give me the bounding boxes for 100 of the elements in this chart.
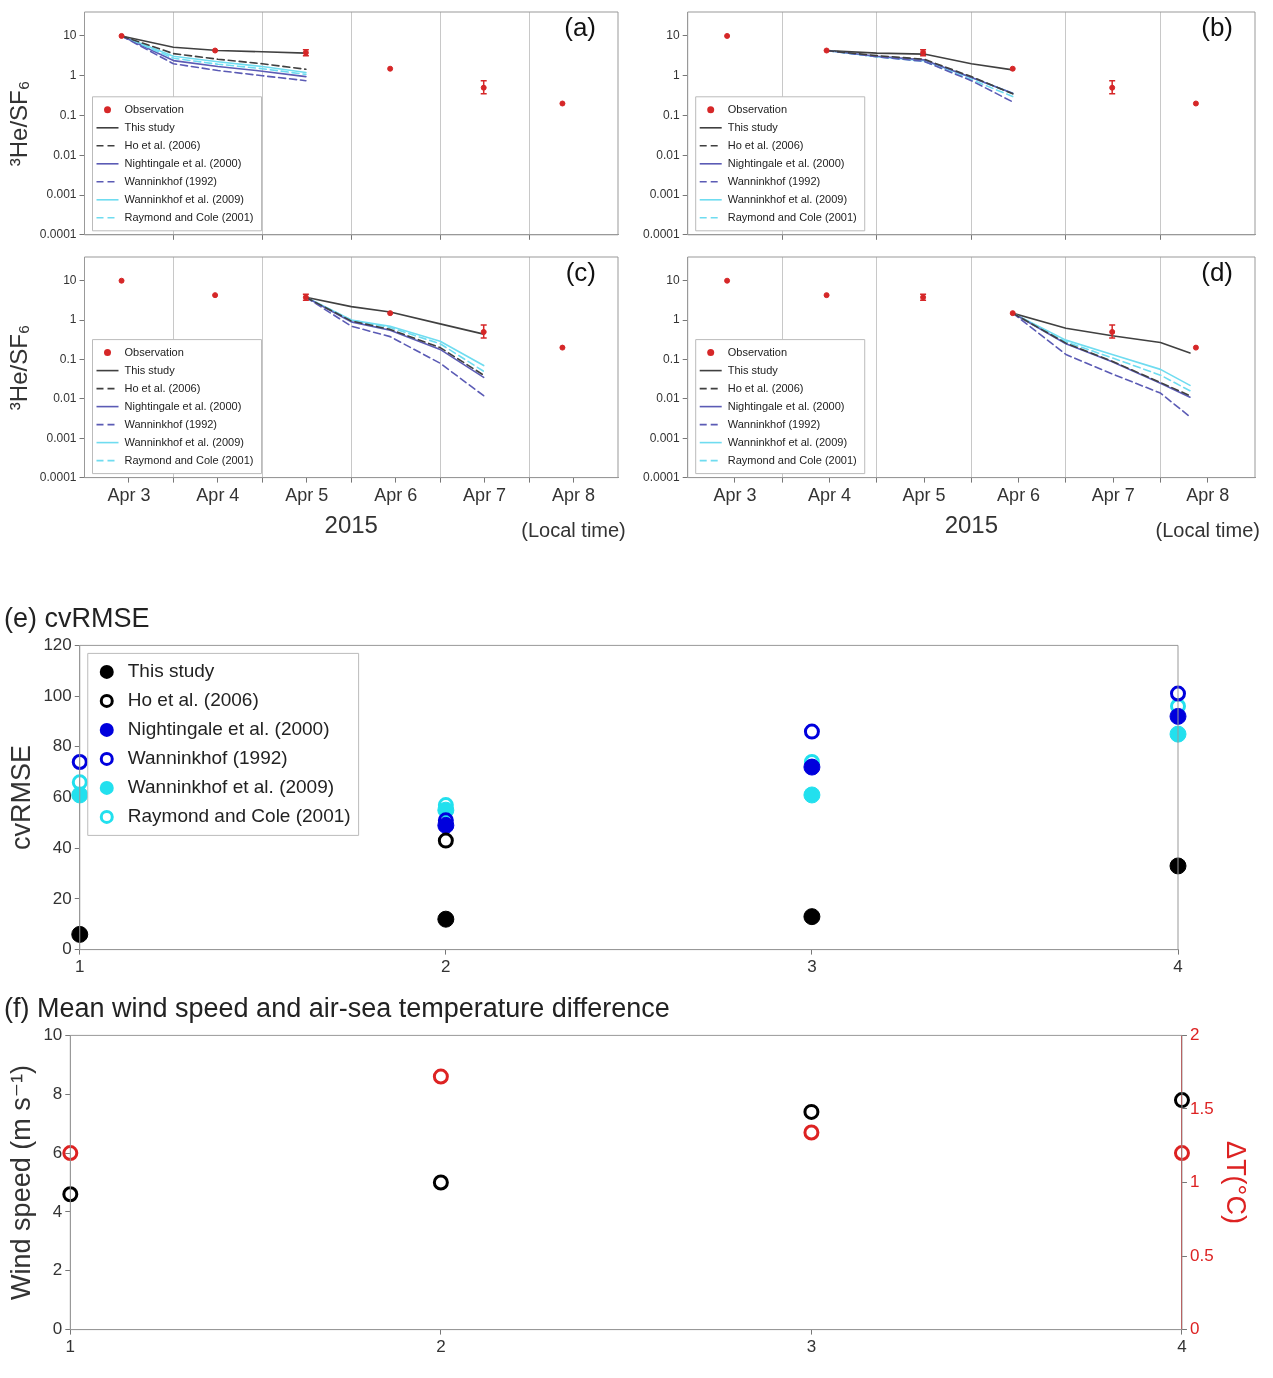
y-tick-label: 0.0001 <box>643 227 681 242</box>
legend-label: Raymond and Cole (2001) <box>124 453 254 466</box>
y-tick-label: 10 <box>63 28 77 43</box>
x-tick-label: Apr 7 <box>1091 485 1135 506</box>
y2-tick-label: 0 <box>1189 1319 1200 1339</box>
x-tick-label: Apr 6 <box>997 485 1041 506</box>
x-tick-label: Apr 5 <box>902 485 946 506</box>
legend-label: Wanninkhof et al. (2009) <box>727 435 848 448</box>
y-tick-label: 0.001 <box>649 187 681 202</box>
legend-label: Raymond and Cole (2001) <box>727 210 857 223</box>
x-tick-label: 4 <box>1177 1337 1187 1357</box>
chart-title: (c) <box>565 257 596 288</box>
legend-label: Wanninkhof (1992) <box>124 174 218 187</box>
y-axis-title: Wind speed (m s⁻¹) <box>5 1065 36 1300</box>
y-tick-label: 10 <box>666 28 681 43</box>
legend-label: This study <box>727 120 779 133</box>
y-tick-label: 0.0001 <box>643 469 681 484</box>
x-tick-label: 3 <box>806 1337 817 1357</box>
x-axis-title: 2015 <box>944 511 999 539</box>
y2-tick-label: 0.5 <box>1189 1245 1214 1265</box>
y-axis-title: ³He/SF₆ <box>5 80 33 167</box>
legend-label: Nightingale et al. (2000) <box>727 156 845 169</box>
y2-axis-title: ΔT(°C) <box>1221 1141 1252 1224</box>
legend-label: Ho et al. (2006) <box>124 138 201 151</box>
legend-label: This study <box>124 363 176 376</box>
y-tick-label: 0.001 <box>649 430 681 445</box>
legend-label: Nightingale et al. (2000) <box>124 399 242 412</box>
y-tick-label: 0.01 <box>53 147 77 162</box>
y-tick-label: 40 <box>52 837 72 857</box>
x-tick-label: 3 <box>807 957 817 977</box>
x-tick-label: Apr 3 <box>713 485 757 506</box>
legend-label: This study <box>727 363 779 376</box>
x-tick-label: Apr 7 <box>463 485 507 506</box>
y-tick-label: 2 <box>52 1260 63 1280</box>
text: (Local time) <box>521 518 626 541</box>
y-tick-label: 20 <box>52 888 72 908</box>
y-tick-label: 1 <box>69 312 77 327</box>
y-tick-label: 0.01 <box>656 147 681 162</box>
y-tick-label: 80 <box>52 736 72 756</box>
x-tick-label: Apr 4 <box>808 485 852 506</box>
chart-title: (e) cvRMSE <box>4 602 150 633</box>
y-tick-label: 1 <box>673 68 681 83</box>
y-tick-label: 10 <box>43 1025 63 1045</box>
y-axis-title: cvRMSE <box>5 744 36 851</box>
y-tick-label: 1 <box>69 68 77 83</box>
y-tick-label: 0.01 <box>656 391 681 406</box>
x-tick-label: Apr 8 <box>552 485 596 506</box>
legend-label: Wanninkhof (1992) <box>727 417 821 430</box>
x-tick-label: Apr 6 <box>374 485 418 506</box>
y-tick-label: 0.1 <box>663 351 681 366</box>
legend-label: Ho et al. (2006) <box>124 381 201 394</box>
y-tick-label: 0.1 <box>59 351 77 366</box>
legend-label: Wanninkhof et al. (2009) <box>727 192 848 205</box>
y-tick-label: 6 <box>52 1142 63 1162</box>
text: (Local time) <box>1155 518 1260 541</box>
y-tick-label: 0.1 <box>663 107 681 122</box>
legend-label: Wanninkhof et al. (2009) <box>124 192 244 205</box>
x-tick-label: 2 <box>436 1337 446 1357</box>
y-tick-label: 4 <box>52 1201 63 1221</box>
y-tick-label: 10 <box>666 273 681 288</box>
x-tick-label: Apr 3 <box>107 485 151 506</box>
y2-tick-label: 1 <box>1189 1172 1200 1192</box>
y-tick-label: 0 <box>52 1319 63 1339</box>
legend-label: Raymond and Cole (2001) <box>127 805 351 827</box>
legend-label: Ho et al. (2006) <box>127 689 259 711</box>
y-tick-label: 0.1 <box>59 107 77 122</box>
y-tick-label: 1 <box>673 312 681 327</box>
legend-label: Raymond and Cole (2001) <box>727 453 857 466</box>
legend-label: Nightingale et al. (2000) <box>124 156 242 169</box>
x-tick-label: Apr 5 <box>285 485 329 506</box>
y-axis-title: ³He/SF₆ <box>5 324 33 411</box>
legend-label: Ho et al. (2006) <box>727 381 804 394</box>
y-tick-label: 0.0001 <box>39 469 77 484</box>
y-tick-label: 8 <box>52 1083 63 1103</box>
legend-label: Wanninkhof (1992) <box>124 417 218 430</box>
x-axis-title: 2015 <box>324 511 378 539</box>
y-tick-label: 60 <box>52 787 72 807</box>
legend-label: Wanninkhof (1992) <box>127 747 288 769</box>
x-tick-label: 4 <box>1173 957 1183 977</box>
legend-label: Observation <box>727 102 788 115</box>
legend-label: Wanninkhof et al. (2009) <box>124 435 244 448</box>
legend-label: Ho et al. (2006) <box>727 138 804 151</box>
legend-label: Observation <box>124 102 184 115</box>
y-tick-label: 10 <box>63 273 77 288</box>
x-tick-label: 2 <box>441 957 451 977</box>
y-tick-label: 100 <box>43 685 72 705</box>
x-tick-label: Apr 8 <box>1186 485 1230 506</box>
y2-tick-label: 1.5 <box>1189 1098 1214 1118</box>
chart-title: (a) <box>564 12 596 43</box>
y-tick-label: 0.001 <box>46 187 77 202</box>
y-tick-label: 120 <box>43 635 72 655</box>
legend-label: Nightingale et al. (2000) <box>727 399 845 412</box>
legend-label: This study <box>124 120 176 133</box>
legend-label: This study <box>127 660 215 682</box>
y2-tick-label: 2 <box>1189 1025 1200 1045</box>
chart-title: (d) <box>1201 257 1233 288</box>
chart-title: (b) <box>1201 12 1233 43</box>
legend-label: Observation <box>124 345 184 358</box>
y-tick-label: 0 <box>62 939 72 959</box>
chart-title: (f) Mean wind speed and air-sea temperature difference <box>4 992 670 1023</box>
